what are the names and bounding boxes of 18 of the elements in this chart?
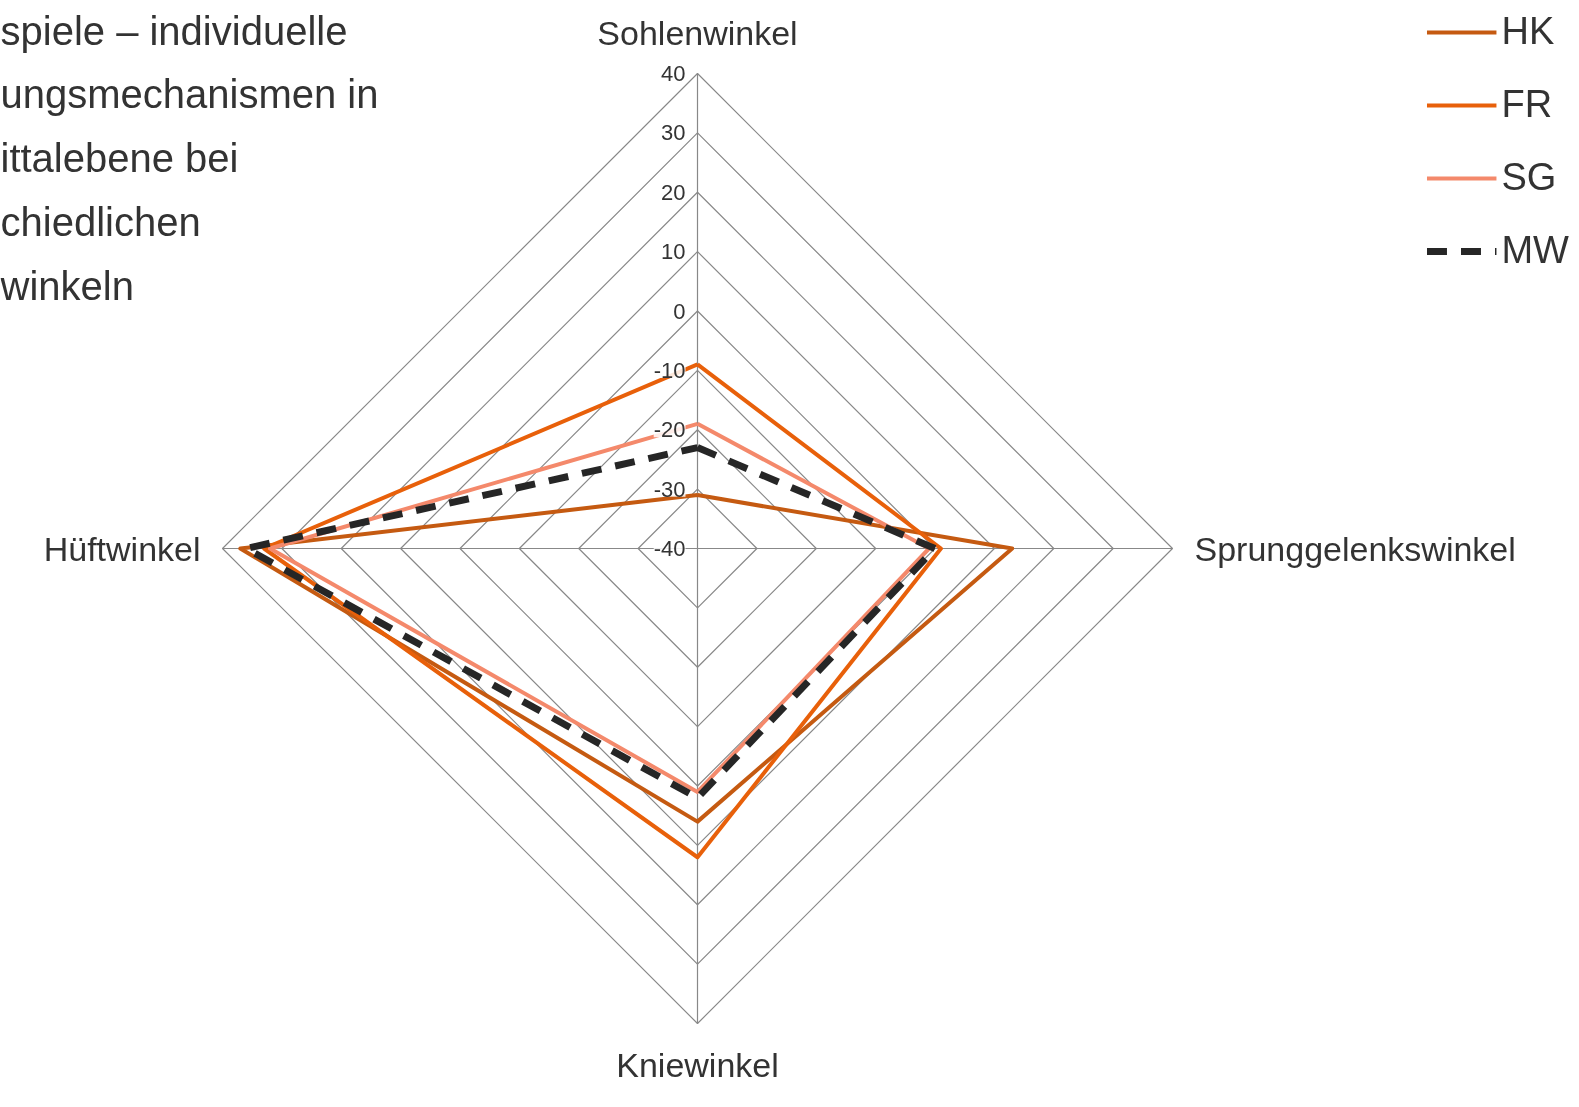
y-tick-label: -20 [653,417,686,443]
y-tick-label: -10 [653,357,686,383]
legend-label: MW [1501,229,1569,272]
y-tick-label: -40 [653,536,686,561]
y-tick-label: 30 [661,120,686,146]
y-tick-label: 20 [661,179,686,205]
text: spiele – individuelle ungsmechanismen in ittalebene bei chiedlichen winkeln [0,8,379,308]
y-tick-label: 40 [661,61,686,86]
legend-label: FR [1501,83,1553,126]
legend-label: HK [1501,10,1555,53]
y-tick-label: 0 [673,298,686,324]
spoke-label: Sprunggelenkswinkel [1194,529,1516,568]
spoke-label: Sohlenwinkel [597,13,798,52]
legend-label: SG [1501,156,1557,199]
y-tick-label: 10 [661,239,686,265]
spoke-label: Hüftwinkel [43,529,201,568]
y-tick-label: -30 [653,476,686,502]
spoke-label: Kniewinkel [616,1045,779,1084]
